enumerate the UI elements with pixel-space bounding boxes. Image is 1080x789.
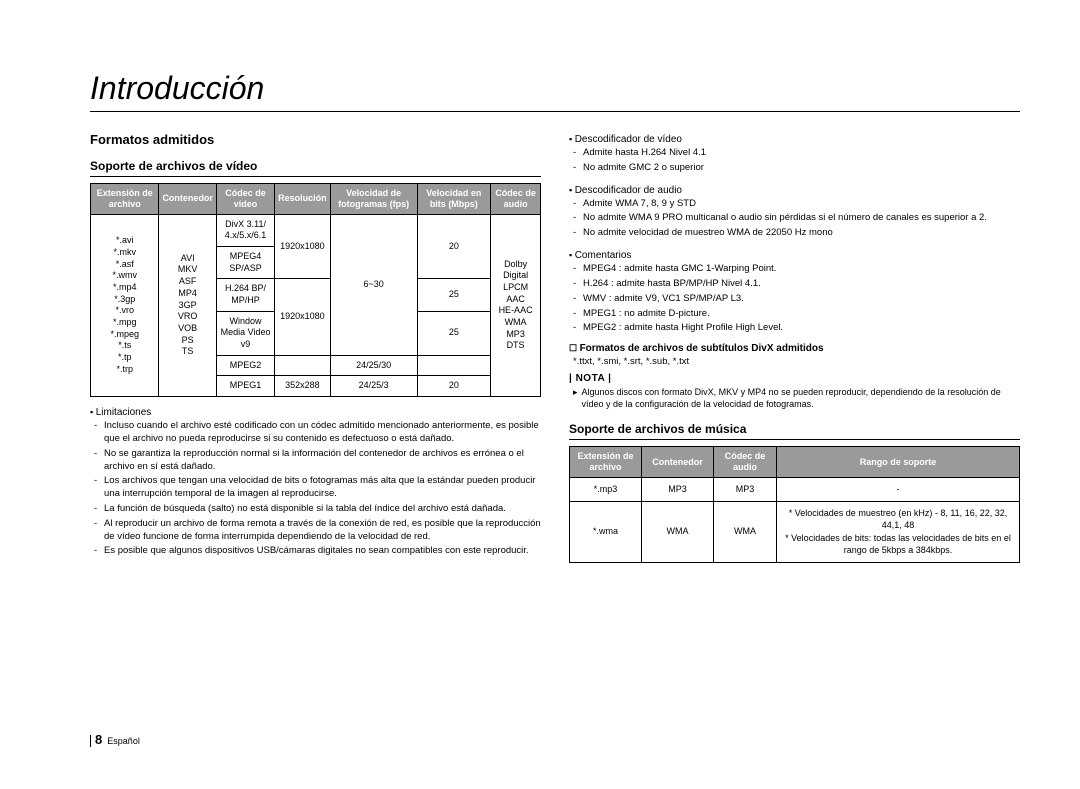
cell: 24/25/3 <box>330 376 417 397</box>
video-formats-table: Extensión de archivo Contenedor Códec de… <box>90 183 541 397</box>
col-header: Rango de soporte <box>777 447 1020 478</box>
cell <box>417 355 491 376</box>
cell: H.264 BP/ MP/HP <box>216 279 274 311</box>
list-item: No admite GMC 2 o superior <box>573 162 1020 175</box>
list-item: Al reproducir un archivo de forma remota… <box>94 518 541 544</box>
cell: 24/25/30 <box>330 355 417 376</box>
cell: MPEG4 SP/ASP <box>216 246 274 278</box>
section-heading-formats: Formatos admitidos <box>90 132 541 147</box>
note-body: Algunos discos con formato DivX, MKV y M… <box>582 386 1020 410</box>
cell-ext: *.wma <box>570 501 642 562</box>
page-language: Español <box>107 736 140 746</box>
col-header: Velocidad de fotogramas (fps) <box>330 184 417 215</box>
content-columns: Formatos admitidos Soporte de archivos d… <box>90 124 1020 564</box>
cell: AVI MKV ASF MP4 3GP VRO VOB PS TS <box>159 214 217 397</box>
list-item: Es posible que algunos dispositivos USB/… <box>94 545 541 558</box>
cell: 6~30 <box>330 214 417 355</box>
list-item: No se garantiza la reproducción normal s… <box>94 448 541 474</box>
list-item: No admite velocidad de muestreo WMA de 2… <box>573 227 1020 240</box>
list-item: MPEG1 : no admite D-picture. <box>573 308 1020 321</box>
col-header: Códec de audio <box>714 447 777 478</box>
page-number: 8 <box>95 732 102 747</box>
cell: 1920x1080 <box>275 279 331 355</box>
sub-heading-music: Soporte de archivos de música <box>569 422 1020 440</box>
cell: 20 <box>417 214 491 279</box>
cell: 25 <box>417 311 491 355</box>
subtitle-formats-label: Formatos de archivos de subtítulos DivX … <box>569 343 1020 354</box>
limitations-list: Incluso cuando el archivo esté codificad… <box>94 420 541 558</box>
cell-container: MP3 <box>642 478 714 502</box>
comments-list: MPEG4 : admite hasta GMC 1-Warping Point… <box>573 263 1020 335</box>
col-header: Resolución <box>275 184 331 215</box>
cell: 20 <box>417 376 491 397</box>
page-footer: 8 Español <box>90 732 140 747</box>
list-item: No admite WMA 9 PRO multicanal o audio s… <box>573 212 1020 225</box>
cell: 352x288 <box>275 376 331 397</box>
cell-codec: MP3 <box>714 478 777 502</box>
music-formats-table: Extensión de archivo Contenedor Códec de… <box>569 446 1020 563</box>
video-decoder-list: Admite hasta H.264 Nivel 4.1 No admite GM… <box>573 147 1020 175</box>
list-item: Admite hasta H.264 Nivel 4.1 <box>573 147 1020 160</box>
table-row: *.wma WMA WMA * Velocidades de muestreo … <box>570 501 1020 562</box>
list-item: H.264 : admite hasta BP/MP/HP Nivel 4.1. <box>573 278 1020 291</box>
col-header: Extensión de archivo <box>91 184 159 215</box>
table-row: *.mp3 MP3 MP3 - <box>570 478 1020 502</box>
cell: MPEG2 <box>216 355 274 376</box>
right-column: Descodificador de vídeo Admite hasta H.2… <box>569 124 1020 564</box>
list-item: Admite WMA 7, 8, 9 y STD <box>573 198 1020 211</box>
subtitle-formats-text: *.ttxt, *.smi, *.srt, *.sub, *.txt <box>573 356 1020 367</box>
note-text: ▸ Algunos discos con formato DivX, MKV y… <box>573 386 1020 410</box>
cell-codec: WMA <box>714 501 777 562</box>
col-header: Extensión de archivo <box>570 447 642 478</box>
list-item: Los archivos que tengan una velocidad de… <box>94 475 541 501</box>
page-title: Introducción <box>90 70 1020 112</box>
col-header: Velocidad en bits (Mbps) <box>417 184 491 215</box>
cell-container: WMA <box>642 501 714 562</box>
cell-range: - <box>777 478 1020 502</box>
list-item: Incluso cuando el archivo esté codificad… <box>94 420 541 446</box>
list-item: La función de búsqueda (salto) no está d… <box>94 503 541 516</box>
arrow-icon: ▸ <box>573 386 578 410</box>
audio-decoder-list: Admite WMA 7, 8, 9 y STDNo admite WMA 9 … <box>573 198 1020 240</box>
cell: DivX 3.11/ 4.x/5.x/6.1 <box>216 214 274 246</box>
note-label: | NOTA | <box>569 373 1020 384</box>
col-header: Códec de audio <box>491 184 541 215</box>
cell: 1920x1080 <box>275 214 331 279</box>
audio-decoder-label: Descodificador de audio <box>569 185 1020 196</box>
col-header: Contenedor <box>159 184 217 215</box>
cell: *.avi *.mkv *.asf *.wmv *.mp4 *.3gp *.vr… <box>91 214 159 397</box>
list-item: WMV : admite V9, VC1 SP/MP/AP L3. <box>573 293 1020 306</box>
cell: Window Media Video v9 <box>216 311 274 355</box>
document-page: Introducción Formatos admitidos Soporte … <box>0 0 1080 789</box>
list-item: MPEG4 : admite hasta GMC 1-Warping Point… <box>573 263 1020 276</box>
list-item: MPEG2 : admite hasta Hight Profile High … <box>573 322 1020 335</box>
col-header: Contenedor <box>642 447 714 478</box>
limitations-label: Limitaciones <box>90 407 541 418</box>
left-column: Formatos admitidos Soporte de archivos d… <box>90 124 541 564</box>
cell <box>275 355 331 376</box>
cell-ext: *.mp3 <box>570 478 642 502</box>
video-decoder-label: Descodificador de vídeo <box>569 134 1020 145</box>
cell-range: * Velocidades de muestreo (en kHz) - 8, … <box>777 501 1020 562</box>
sub-heading-video: Soporte de archivos de vídeo <box>90 159 541 177</box>
cell: Dolby Digital LPCM AAC HE-AAC WMA MP3 DT… <box>491 214 541 397</box>
cell: MPEG1 <box>216 376 274 397</box>
comments-label: Comentarios <box>569 250 1020 261</box>
col-header: Códec de vídeo <box>216 184 274 215</box>
cell: 25 <box>417 279 491 311</box>
